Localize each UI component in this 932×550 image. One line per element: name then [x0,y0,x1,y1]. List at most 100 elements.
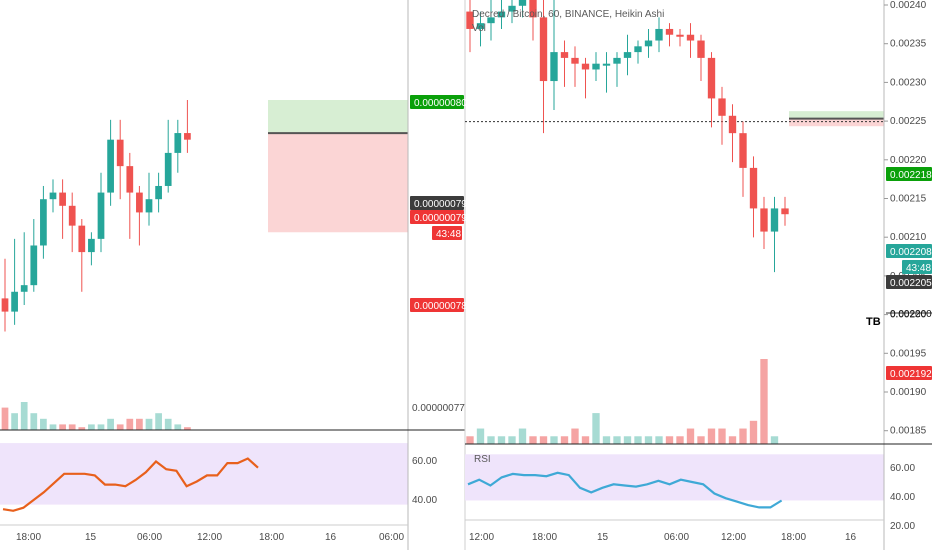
volume-bar [665,436,674,444]
right-legend-title: Decred / Bitcoin, 60, BINANCE, Heikin As… [472,9,664,20]
candle-body [68,205,76,226]
left-volume-bars [1,402,191,430]
volume-bar [508,436,516,444]
left-time-tick: 18:00 [259,532,284,543]
price-tag-label: 0.00000079 [414,213,467,224]
volume-bar [676,436,684,444]
candle-body [655,28,663,41]
right-time-tick: 12:00 [469,532,494,543]
rsi-band [0,443,408,505]
left-time-tick: 06:00 [379,532,404,543]
candle-body [718,98,726,116]
candle-body [581,63,590,70]
price-tag [886,366,932,380]
price-tag-label: 0.00000080 [414,98,467,109]
candle-body [749,167,758,209]
volume-bar [571,428,579,444]
candle-body [529,0,537,18]
right-price-tick: 0.00230 [890,77,927,88]
candle-body [20,285,28,292]
left-rsi-tick: 60.00 [412,456,437,467]
volume-bar [155,413,162,430]
right-price-tick: 0.00185 [890,426,927,437]
volume-bar [686,428,695,444]
volume-bar [107,418,114,430]
candle-body [78,225,86,253]
candle-body [88,238,95,253]
candle-body [760,208,768,232]
volume-bar [539,436,548,444]
candle-body [602,63,611,66]
right-time-tick: 12:00 [721,532,746,543]
candle-body [155,185,162,200]
price-tag [886,167,932,181]
volume-bar [613,436,621,444]
profit-zone [789,111,884,119]
volume-bar [116,424,124,430]
price-tag-label: 0.002192 [890,369,932,380]
price-tag [410,210,464,224]
candle-body [781,208,789,215]
volume-bar [644,436,653,444]
right-price-tick: 0.00235 [890,39,927,50]
price-tag-label: 0.00000078 [414,301,467,312]
candle-body [97,192,105,239]
candle-body [560,52,569,58]
candle-body [126,166,134,193]
left-position-zones [268,100,408,233]
volume-bar [20,402,28,430]
candle-body [49,192,57,200]
right-rsi-tick: 40.00 [890,492,915,503]
volume-bar [728,436,737,444]
candle-body [686,34,695,41]
volume-bar [550,436,558,444]
volume-bar [88,424,95,430]
right-time-tick: 06:00 [664,532,689,543]
candle-body [571,57,579,64]
candle-body [107,139,114,193]
candle-body [739,133,747,168]
volume-bar [164,418,172,430]
right-price-tick: 0.00240 [890,0,927,11]
right-price-tick: 0.00190 [890,387,927,398]
price-tag-label: 0.00000079 [414,199,467,210]
loss-zone [268,133,408,233]
right-price-tick: 0.00200 [890,310,927,321]
candle-body [634,46,642,53]
left-time-tick: 16 [325,532,337,543]
candle-body [184,133,191,140]
price-tag [902,260,932,274]
right-rsi-legend: RSI [474,454,491,465]
loss-zone [789,118,884,127]
right-price-tick: 0.00195 [890,348,927,359]
price-tag-label: 0.002200 [890,309,932,320]
candle-body [116,139,124,167]
left-time-tick: 06:00 [137,532,162,543]
candle-body [539,17,548,82]
candle-body [508,5,516,12]
candle-body [676,34,684,37]
right-price-tick: 0.00220 [890,155,927,166]
candle-body [497,11,506,18]
right-price-tick: 0.00210 [890,232,927,243]
price-tag [886,244,932,258]
left-axis-price-tick: 0.00000077 [412,403,465,414]
right-rsi-line [467,471,783,509]
volume-bar [136,418,143,430]
volume-bar [634,436,642,444]
volume-bar [68,424,76,430]
candle-body [1,298,9,312]
right-time-tick: 18:00 [781,532,806,543]
price-tag [410,298,464,312]
volume-bar [529,436,537,444]
candle-body [707,57,716,99]
tb-label: TB [866,316,881,328]
left-rsi-band-group [0,443,408,505]
price-tag-label: 43:48 [906,263,931,274]
left-candles [1,100,191,332]
left-time-tick: 15 [85,532,97,543]
price-tag [432,226,462,240]
left-rsi-line [2,457,259,512]
candle-body [164,152,172,186]
